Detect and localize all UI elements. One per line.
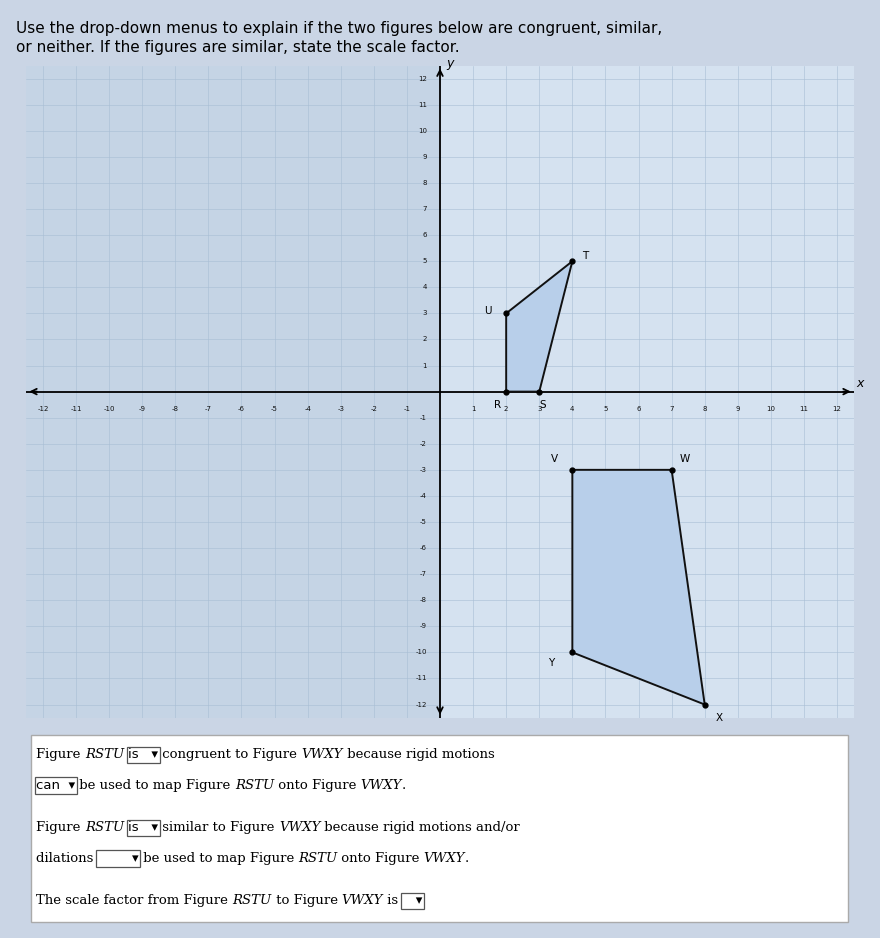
Text: because rigid motions: because rigid motions <box>343 749 495 762</box>
Text: is   ▾: is ▾ <box>128 749 158 762</box>
Text: 3: 3 <box>537 406 541 412</box>
Text: VWXY: VWXY <box>279 822 320 834</box>
Text: W: W <box>679 454 690 464</box>
Text: -5: -5 <box>420 519 427 525</box>
Text: VWXY: VWXY <box>424 852 466 865</box>
Text: -2: -2 <box>420 441 427 446</box>
Text: -1: -1 <box>420 415 427 420</box>
Text: Figure: Figure <box>36 749 85 762</box>
Text: 9: 9 <box>736 406 740 412</box>
Text: -3: -3 <box>420 467 427 473</box>
Text: VWXY: VWXY <box>341 894 383 907</box>
Text: 12: 12 <box>418 76 427 82</box>
Text: ▾: ▾ <box>98 852 138 865</box>
Text: -1: -1 <box>403 406 410 412</box>
Text: is   ▾: is ▾ <box>128 822 158 834</box>
Text: U: U <box>484 306 492 316</box>
Text: -8: -8 <box>172 406 179 412</box>
Text: onto Figure: onto Figure <box>274 779 361 792</box>
Text: be used to map Figure: be used to map Figure <box>76 779 235 792</box>
Text: be used to map Figure: be used to map Figure <box>138 852 298 865</box>
Polygon shape <box>572 470 705 704</box>
Text: dilations: dilations <box>36 852 98 865</box>
Text: 5: 5 <box>422 258 427 265</box>
Text: T: T <box>583 251 589 261</box>
Text: -4: -4 <box>304 406 312 412</box>
Text: VWXY: VWXY <box>302 749 343 762</box>
Text: -12: -12 <box>415 702 427 707</box>
Text: 8: 8 <box>702 406 707 412</box>
Text: -10: -10 <box>415 649 427 656</box>
Text: -9: -9 <box>420 624 427 629</box>
Text: x: x <box>856 377 864 390</box>
Text: -10: -10 <box>103 406 115 412</box>
Text: -7: -7 <box>420 571 427 577</box>
Text: can  ▾: can ▾ <box>36 779 76 792</box>
Text: -11: -11 <box>415 675 427 681</box>
Text: -9: -9 <box>139 406 146 412</box>
Text: onto Figure: onto Figure <box>337 852 424 865</box>
Text: 2: 2 <box>422 337 427 342</box>
Text: RSTU: RSTU <box>85 822 124 834</box>
Text: 6: 6 <box>636 406 641 412</box>
Text: -6: -6 <box>420 545 427 551</box>
Text: 9: 9 <box>422 154 427 159</box>
FancyBboxPatch shape <box>31 734 847 922</box>
Text: because rigid motions and/or: because rigid motions and/or <box>320 822 520 834</box>
Text: S: S <box>539 400 546 410</box>
Text: 8: 8 <box>422 180 427 186</box>
Text: X: X <box>716 713 723 722</box>
Text: -12: -12 <box>37 406 48 412</box>
Text: 5: 5 <box>604 406 607 412</box>
Text: -5: -5 <box>271 406 278 412</box>
Text: RSTU: RSTU <box>85 749 124 762</box>
Text: RSTU: RSTU <box>235 779 274 792</box>
Text: Figure: Figure <box>36 822 85 834</box>
Text: The scale factor from Figure: The scale factor from Figure <box>36 894 232 907</box>
Text: or neither. If the figures are similar, state the scale factor.: or neither. If the figures are similar, … <box>16 40 459 55</box>
Text: -11: -11 <box>70 406 82 412</box>
Bar <box>26 66 440 718</box>
Text: ▾: ▾ <box>402 894 422 907</box>
Text: 4: 4 <box>570 406 575 412</box>
Text: similar to Figure: similar to Figure <box>158 822 279 834</box>
Text: 1: 1 <box>422 363 427 369</box>
Text: 2: 2 <box>504 406 509 412</box>
Text: .: . <box>466 852 469 865</box>
Text: Use the drop-down menus to explain if the two figures below are congruent, simil: Use the drop-down menus to explain if th… <box>16 21 662 36</box>
Text: 3: 3 <box>422 310 427 316</box>
Text: 6: 6 <box>422 233 427 238</box>
Text: VWXY: VWXY <box>361 779 402 792</box>
Text: y: y <box>446 56 453 69</box>
Text: to Figure: to Figure <box>272 894 341 907</box>
Polygon shape <box>506 262 572 392</box>
Text: 12: 12 <box>832 406 841 412</box>
Text: -7: -7 <box>205 406 212 412</box>
Text: -8: -8 <box>420 598 427 603</box>
Text: congruent to Figure: congruent to Figure <box>158 749 302 762</box>
Text: 4: 4 <box>422 284 427 290</box>
Text: -2: -2 <box>370 406 378 412</box>
Text: -3: -3 <box>337 406 344 412</box>
Text: .: . <box>402 779 407 792</box>
Text: R: R <box>495 400 502 410</box>
Text: RSTU: RSTU <box>298 852 337 865</box>
Text: Y: Y <box>547 658 554 668</box>
Text: 7: 7 <box>670 406 674 412</box>
Text: 11: 11 <box>799 406 809 412</box>
Text: V: V <box>551 454 558 464</box>
Text: RSTU: RSTU <box>232 894 272 907</box>
Text: 7: 7 <box>422 206 427 212</box>
Text: 1: 1 <box>471 406 475 412</box>
Text: 11: 11 <box>418 102 427 108</box>
Text: -4: -4 <box>420 493 427 499</box>
Text: is: is <box>383 894 402 907</box>
Text: 10: 10 <box>766 406 775 412</box>
Text: 10: 10 <box>418 128 427 134</box>
Text: -6: -6 <box>238 406 245 412</box>
